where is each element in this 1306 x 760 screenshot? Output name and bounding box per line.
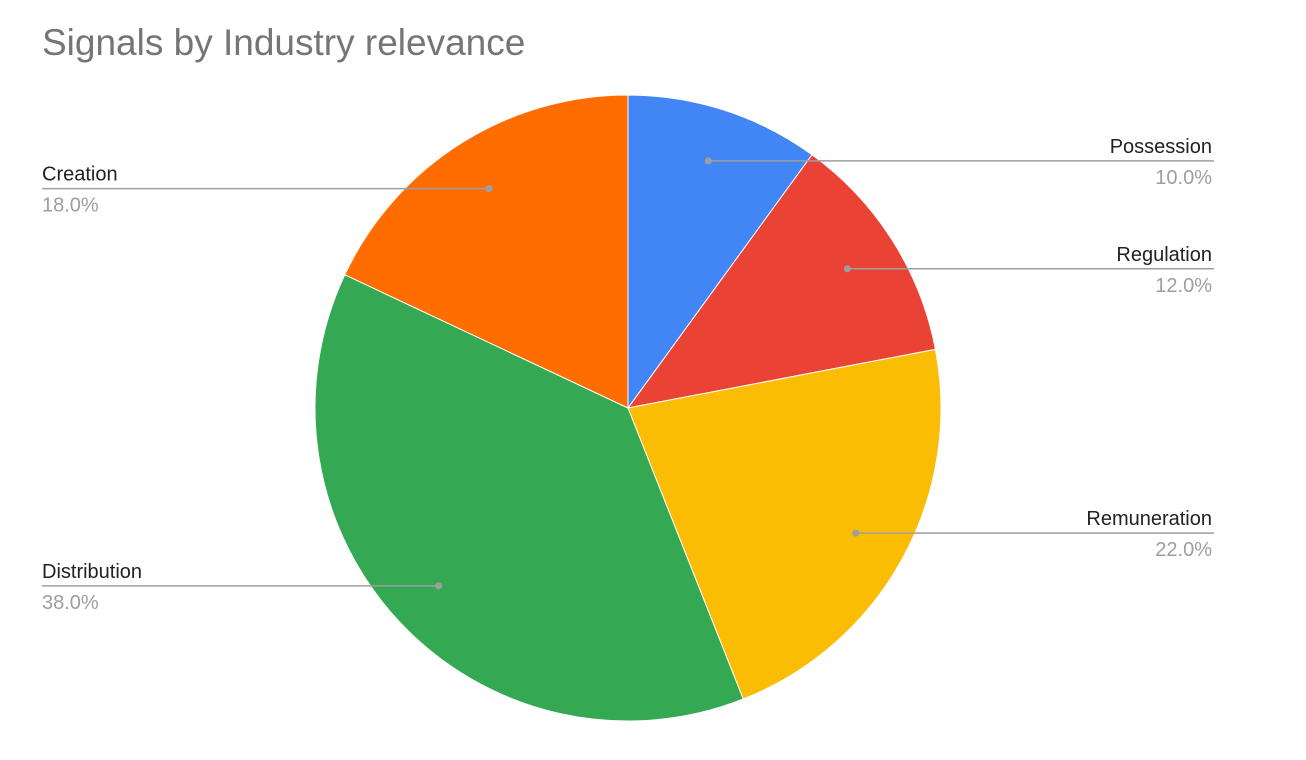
pie-leader-lines [42, 157, 1214, 590]
leader-dot-remuneration [852, 529, 860, 537]
pie-slice-creation [344, 94, 629, 409]
slice-value-distribution: 38.0% [42, 592, 99, 614]
slice-label-regulation: Regulation [1116, 244, 1212, 266]
leader-dot-creation [485, 185, 493, 193]
pie-slice-regulation [626, 154, 937, 409]
slice-label-creation: Creation [42, 164, 118, 186]
slice-label-distribution: Distribution [42, 561, 142, 583]
pie-slice-distribution [314, 274, 744, 722]
pie-slice-possession [627, 94, 813, 410]
slice-value-remuneration: 22.0% [1155, 539, 1212, 561]
slice-label-possession: Possession [1110, 136, 1212, 158]
slice-value-regulation: 12.0% [1155, 275, 1212, 297]
leader-dot-possession [704, 157, 712, 165]
pie-slice-remuneration [627, 348, 942, 700]
slice-label-remuneration: Remuneration [1086, 508, 1212, 530]
chart-title: Signals by Industry relevance [42, 22, 526, 63]
leader-dot-regulation [843, 265, 851, 273]
slice-value-possession: 10.0% [1155, 167, 1212, 189]
pie-labels: Possession 10.0% Regulation 12.0% Remunerati… [42, 136, 1212, 614]
pie-slices [314, 94, 942, 722]
leader-dot-distribution [435, 582, 443, 590]
slice-value-creation: 18.0% [42, 195, 99, 217]
